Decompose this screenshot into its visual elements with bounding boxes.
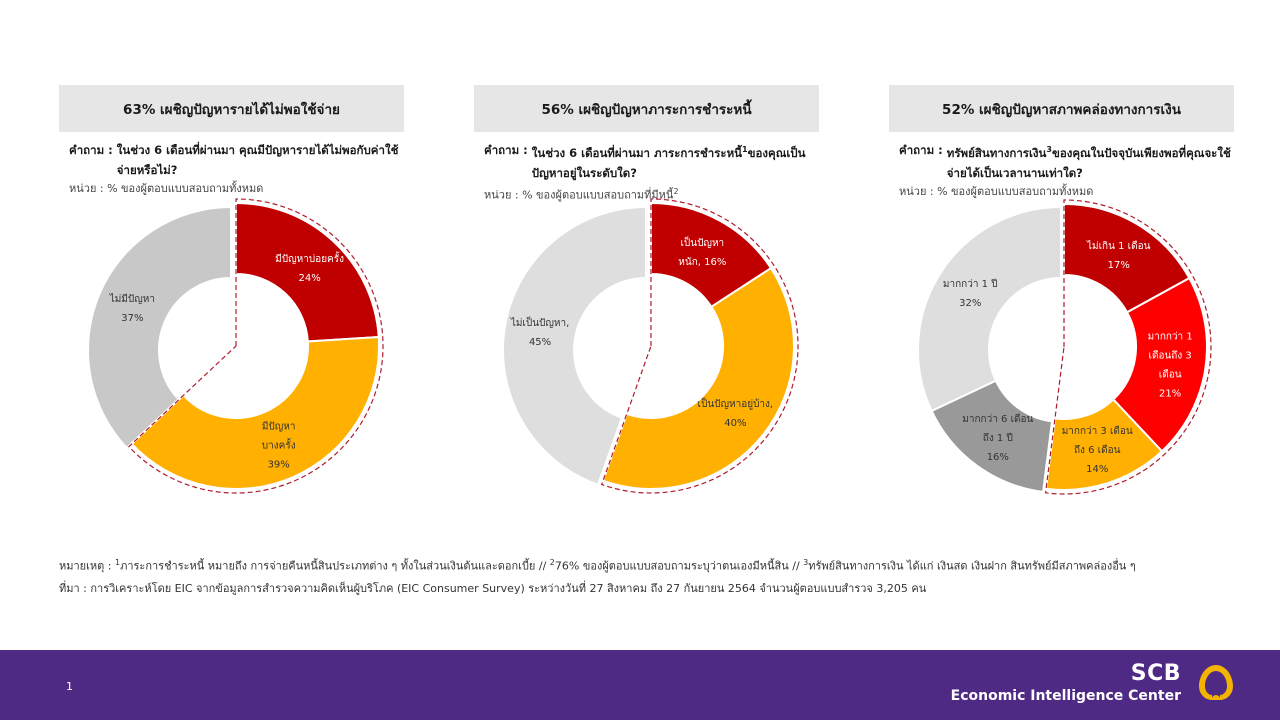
panel-debt: 56% เผชิญปัญหาภาระการชำระหนี้ คำถาม : ใน… xyxy=(474,85,819,494)
donut-slice xyxy=(235,201,380,343)
scb-logo-icon xyxy=(1199,665,1233,700)
footnote-marker: 3 xyxy=(803,558,809,567)
footnote-marker: 2 xyxy=(673,186,679,196)
footnote-marker: 3 xyxy=(1046,145,1052,154)
slice-label-line: มากกว่า 3 เดือน xyxy=(1062,425,1133,437)
slice-label: มีปัญหาบางครั้ง 39% xyxy=(262,421,296,471)
page-number: 1 xyxy=(66,680,73,693)
slice-label-line: เดือน xyxy=(1159,368,1182,380)
donut-slice xyxy=(502,205,647,486)
footnote-text: ทรัพย์สินทางการเงิน ได้แก่ เงินสด เงินฝา… xyxy=(808,559,1136,573)
slice-label: มากกว่า 3 เดือนถึง 6 เดือน 14% xyxy=(1062,425,1133,475)
slice-label-line: 40% xyxy=(724,418,746,429)
footer-bar: 1 SCB Economic Intelligence Center xyxy=(0,650,1280,720)
footnote-marker: 1 xyxy=(742,145,748,154)
question-text: ในช่วง 6 เดือนที่ผ่านมา ภาระการชำระหนี้1… xyxy=(532,140,819,183)
panel-title: 63% เผชิญปัญหารายได้ไม่พอใช้จ่าย xyxy=(59,85,404,132)
slice-label-line: ไม่มีปัญหา xyxy=(109,293,155,305)
footnote-marker: 1 xyxy=(114,558,121,567)
slice-label: มากกว่า 1 เดือนถึง 3 เดือน 21% xyxy=(1148,331,1193,399)
donut-chart-debt: เป็นปัญหาหนัก, 16% เป็นปัญหาอยู่บ้าง, 40% ไ… xyxy=(502,198,799,494)
slice-label: มากกว่า 6 เดือนถึง 1 ปี 16% xyxy=(962,413,1033,463)
question-text-part: ของคุณในปัจจุบันเพียงพอที่คุณจะใช้จ่ายได… xyxy=(946,145,1231,180)
footnote-prefix: หมายเหตุ : xyxy=(59,559,115,573)
highlight-outline xyxy=(127,198,384,494)
question-text-part: ทรัพย์สินทางการเงิน xyxy=(946,145,1047,160)
slice-label-line: 45% xyxy=(529,337,551,348)
question: คำถาม : ในช่วง 6 เดือนที่ผ่านมา ภาระการช… xyxy=(474,140,819,183)
panel-income: 63% เผชิญปัญหารายได้ไม่พอใช้จ่าย คำถาม :… xyxy=(59,85,404,494)
donut-slice xyxy=(1111,276,1208,453)
slice-label: ไม่เป็นปัญหา, 45% xyxy=(510,315,569,348)
slice-label-line: 21% xyxy=(1159,388,1181,399)
slice-label-line: มากกว่า 6 เดือน xyxy=(962,413,1033,425)
unit-label: หน่วย : % ของผู้ตอบแบบสอบถามที่มีหนี้2 xyxy=(474,183,819,205)
slice-label: มีปัญหาบ่อยครั้ง 24% xyxy=(275,251,344,284)
question-prefix: คำถาม : xyxy=(69,143,113,157)
question: คำถาม : ในช่วง 6 เดือนที่ผ่านมา คุณมีปัญ… xyxy=(59,140,404,180)
highlight-outline xyxy=(1044,199,1212,495)
donut-slice xyxy=(1044,398,1164,491)
slice-label-line: 32% xyxy=(959,298,981,309)
footnote-marker: 2 xyxy=(549,558,555,567)
donut-slice xyxy=(917,205,1062,413)
slice-label-line: มากกว่า 1 ปี xyxy=(943,278,998,290)
unit-text: หน่วย : % ของผู้ตอบแบบสอบถามที่มีหนี้ xyxy=(484,188,674,202)
footnote-text: 76% ของผู้ตอบแบบสอบถามระบุว่าตนเองมีหนี้… xyxy=(554,559,804,573)
slice-label-line: เดือนถึง 3 xyxy=(1149,349,1192,361)
slice-label-line: ถึง 1 ปี xyxy=(983,432,1013,444)
footnote-source: ที่มา : การวิเคราะห์โดย EIC จากข้อมูลการ… xyxy=(59,581,927,595)
slice-label-line: 24% xyxy=(298,273,320,284)
slice-label-line: ไม่เกิน 1 เดือน xyxy=(1086,240,1151,252)
slice-label-line: ถึง 6 เดือน xyxy=(1074,444,1121,456)
slice-label-line: เป็นปัญหาอยู่บ้าง, xyxy=(698,396,774,410)
slice-label: เป็นปัญหาอยู่บ้าง, 40% xyxy=(698,396,774,429)
brand: SCB Economic Intelligence Center xyxy=(951,662,1181,706)
donut-chart-liquidity: ไม่เกิน 1 เดือน 17% มากกว่า 1 เดือนถึง 3 เดื… xyxy=(917,199,1212,495)
footnote-text: ภาระการชำระหนี้ หมายถึง การจ่ายคืนหนี้สิ… xyxy=(120,559,550,573)
slice-label: ไม่มีปัญหา 37% xyxy=(109,293,155,324)
slice-label-line: หนัก, 16% xyxy=(678,257,726,268)
panel-liquidity: 52% เผชิญปัญหาสภาพคล่องทางการเงิน คำถาม … xyxy=(889,85,1234,495)
unit-label: หน่วย : % ของผู้ตอบแบบสอบถามทั้งหมด xyxy=(69,182,264,195)
panel-title: 56% เผชิญปัญหาภาระการชำระหนี้ xyxy=(474,85,819,132)
question-text: ทรัพย์สินทางการเงิน3ของคุณในปัจจุบันเพีย… xyxy=(947,140,1234,183)
question-prefix: คำถาม : xyxy=(899,143,943,157)
footnote-notes: หมายเหตุ : 1ภาระการชำระหนี้ หมายถึง การจ… xyxy=(59,552,1249,578)
slice-label-line: 17% xyxy=(1108,260,1130,271)
slice-label-line: มีปัญหา xyxy=(262,421,296,433)
slice-label-line: บางครั้ง xyxy=(262,438,296,452)
donut-slice xyxy=(87,205,232,450)
brand-subtitle: Economic Intelligence Center xyxy=(950,688,1181,704)
donut-chart-income: มีปัญหาบ่อยครั้ง 24% มีปัญหาบางครั้ง 39% ไม่… xyxy=(87,198,384,494)
question-text-part: ในช่วง 6 เดือนที่ผ่านมา ภาระการชำระหนี้ xyxy=(531,145,743,160)
footnote: หมายเหตุ : 1ภาระการชำระหนี้ หมายถึง การจ… xyxy=(59,552,1249,600)
slice-label: เป็นปัญหาหนัก, 16% xyxy=(678,235,726,268)
unit-label: หน่วย : % ของผู้ตอบแบบสอบถามทั้งหมด xyxy=(899,184,1094,198)
question-text-part: ของคุณเป็นปัญหาอยู่ในระดับใด? xyxy=(531,145,806,180)
question-text: ในช่วง 6 เดือนที่ผ่านมา คุณมีปัญหารายได้… xyxy=(116,143,399,177)
slice-label-line: 39% xyxy=(268,460,290,471)
slice-label: ไม่เกิน 1 เดือน 17% xyxy=(1086,240,1151,271)
slice-label-line: มากกว่า 1 xyxy=(1148,331,1193,342)
panel-title: 52% เผชิญปัญหาสภาพคล่องทางการเงิน xyxy=(889,85,1234,132)
slice-label-line: มีปัญหาบ่อยครั้ง xyxy=(275,251,344,265)
slice-label-line: 37% xyxy=(121,313,143,324)
question: คำถาม : ทรัพย์สินทางการเงิน3ของคุณในปัจจ… xyxy=(889,140,1234,183)
slice-label-line: 14% xyxy=(1086,464,1108,475)
slice-label-line: เป็นปัญหา xyxy=(680,235,724,249)
brand-name: SCB xyxy=(1130,661,1181,686)
donut-slice xyxy=(1063,202,1191,314)
highlight-outline xyxy=(600,198,799,494)
donut-slice xyxy=(130,335,380,490)
slice-label-line: ไม่เป็นปัญหา, xyxy=(510,315,569,329)
slice-label: มากกว่า 1 ปี 32% xyxy=(943,278,998,309)
slice-label-line: 16% xyxy=(987,452,1009,463)
donut-slice xyxy=(601,266,795,490)
question-prefix: คำถาม : xyxy=(484,143,528,157)
